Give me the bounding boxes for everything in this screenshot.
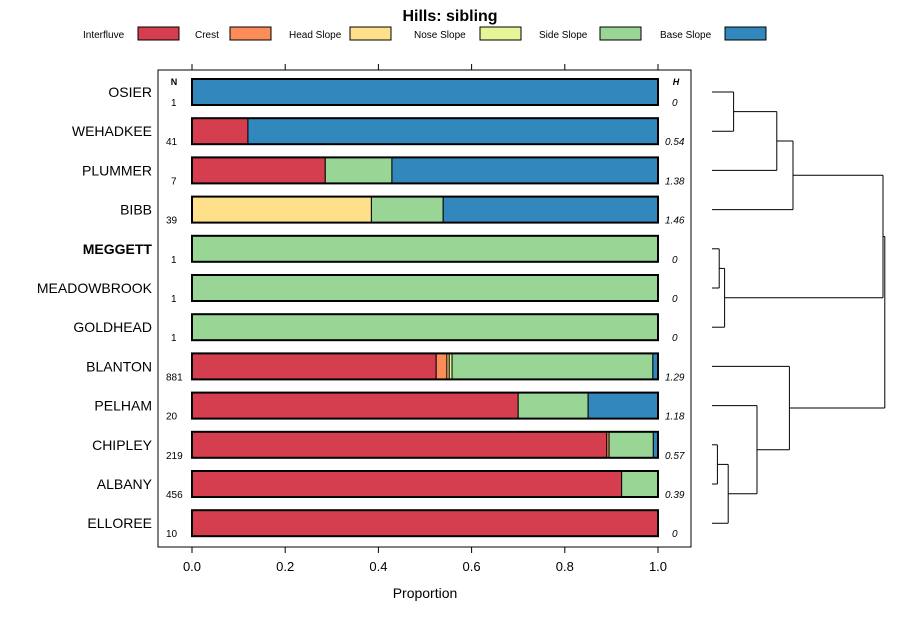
n-value: 7 — [171, 176, 177, 187]
x-tick-label: 0.2 — [276, 559, 294, 574]
legend-label-head-slope: Head Slope — [289, 30, 342, 41]
h-column-header: H — [673, 77, 680, 87]
bar-outline-blanton — [191, 352, 659, 381]
legend-label-crest: Crest — [195, 30, 219, 41]
legend-swatch-base-slope — [724, 26, 767, 41]
bar-outline-goldhead — [191, 313, 659, 342]
h-value: 1.29 — [665, 372, 685, 383]
h-value: 0 — [672, 333, 678, 344]
bar-segment-albany-interfluve — [191, 470, 623, 498]
bar-segment-pelham-base-slope — [587, 392, 659, 420]
bar-outline-albany — [191, 470, 659, 498]
x-tick-label: 0.4 — [369, 559, 387, 574]
n-value: 20 — [166, 412, 178, 423]
bar-outline-chipley — [191, 430, 659, 459]
bar-segment-plummer-side-slope — [324, 156, 393, 184]
x-tick-label: 1.0 — [649, 559, 667, 574]
bar-segment-goldhead-side-slope — [191, 313, 659, 341]
bar-segment-osier-base-slope — [191, 78, 659, 106]
h-value: 1.18 — [665, 412, 685, 423]
bar-outline-meadowbrook — [191, 274, 659, 302]
bar-segment-chipley-interfluve — [191, 431, 608, 459]
bar-segment-albany-side-slope — [621, 470, 659, 498]
n-value: 1 — [171, 98, 177, 109]
bar-segment-wehadkee-interfluve — [191, 117, 249, 145]
category-label-blanton: BLANTON — [86, 358, 152, 374]
h-value: 0 — [672, 529, 678, 540]
x-axis-label: Proportion — [393, 585, 458, 601]
bar-segment-bibb-base-slope — [442, 196, 659, 224]
bar-outline-plummer — [191, 156, 659, 185]
n-value: 1 — [171, 294, 177, 305]
bar-segment-blanton-side-slope — [451, 352, 654, 380]
h-value: 0.57 — [665, 451, 685, 462]
x-tick-label: 0.8 — [556, 559, 574, 574]
n-value: 456 — [166, 490, 183, 501]
bar-segment-blanton-crest — [435, 352, 448, 380]
bar-segment-plummer-interfluve — [191, 156, 326, 184]
category-label-wehadkee: WEHADKEE — [72, 123, 152, 139]
h-value: 0 — [672, 98, 678, 109]
n-value: 1 — [171, 255, 177, 266]
legend-swatch-interfluve — [137, 26, 180, 41]
n-value: 10 — [166, 529, 178, 540]
h-value: 0.54 — [665, 137, 685, 148]
legend-label-interfluve: Interfluve — [83, 30, 125, 41]
bar-outline-elloree — [191, 509, 659, 538]
bar-segment-pelham-side-slope — [517, 392, 589, 420]
bar-outline-wehadkee — [191, 117, 659, 146]
bar-segment-meadowbrook-side-slope — [191, 274, 659, 302]
bar-segment-bibb-side-slope — [370, 196, 444, 224]
h-value: 0 — [672, 255, 678, 266]
bar-segment-chipley-side-slope — [608, 431, 654, 459]
bar-outline-pelham — [191, 391, 659, 420]
n-value: 1 — [171, 333, 177, 344]
n-column-header: N — [171, 77, 178, 87]
legend-swatch-crest — [229, 26, 272, 41]
category-label-chipley: CHIPLEY — [92, 437, 153, 453]
n-value: 39 — [166, 216, 178, 227]
x-tick-label: 0.0 — [183, 559, 201, 574]
h-value: 1.46 — [665, 216, 685, 227]
bar-outline-bibb — [191, 195, 659, 224]
n-value: 41 — [166, 137, 178, 148]
legend-swatch-nose-slope — [479, 26, 522, 41]
legend-label-base-slope: Base Slope — [660, 30, 712, 41]
bar-segment-plummer-base-slope — [391, 156, 659, 184]
category-label-goldhead: GOLDHEAD — [73, 319, 152, 335]
category-label-bibb: BIBB — [120, 202, 152, 218]
category-label-pelham: PELHAM — [94, 398, 152, 414]
h-value: 1.38 — [665, 176, 685, 187]
x-tick-label: 0.6 — [463, 559, 481, 574]
legend-swatch-side-slope — [599, 26, 642, 41]
bar-segment-wehadkee-base-slope — [247, 117, 659, 145]
bar-outline-osier — [191, 78, 659, 106]
bar-segment-elloree-interfluve — [191, 509, 659, 537]
legend: Interfluve Crest Head Slope Nose Slope Side … — [83, 26, 767, 41]
category-label-meggett: MEGGETT — [83, 241, 153, 257]
n-value: 881 — [166, 372, 183, 383]
category-label-osier: OSIER — [108, 84, 152, 100]
h-value: 0.39 — [665, 490, 685, 501]
plot-frame — [157, 69, 692, 548]
bar-segment-pelham-interfluve — [191, 392, 519, 420]
legend-swatch-head-slope — [349, 26, 392, 41]
bar-segment-blanton-interfluve — [191, 352, 437, 380]
legend-label-side-slope: Side Slope — [539, 30, 588, 41]
category-label-meadowbrook: MEADOWBROOK — [37, 280, 153, 296]
bar-segment-meggett-side-slope — [191, 235, 659, 263]
n-value: 219 — [166, 451, 183, 462]
bar-segment-bibb-head-slope — [191, 196, 372, 224]
legend-label-nose-slope: Nose Slope — [414, 30, 466, 41]
dendrogram — [712, 91, 886, 524]
category-label-albany: ALBANY — [97, 476, 153, 492]
h-value: 0 — [672, 294, 678, 305]
bar-outline-meggett — [191, 234, 659, 263]
chart-title: Hills: sibling — [402, 8, 497, 25]
category-label-plummer: PLUMMER — [82, 162, 152, 178]
category-label-elloree: ELLOREE — [87, 515, 152, 531]
